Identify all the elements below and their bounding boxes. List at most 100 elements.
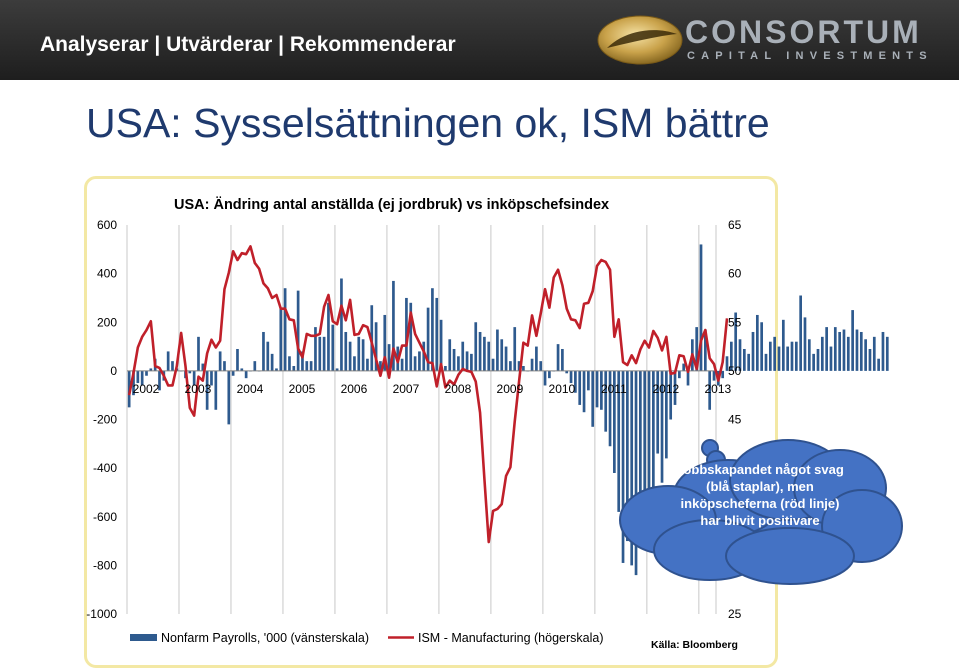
payroll-bar	[171, 361, 174, 371]
payroll-bar	[132, 370, 135, 396]
x-tick-2013: 2013	[704, 382, 731, 396]
payroll-bar	[543, 370, 547, 386]
left-tick: -1000	[86, 607, 117, 621]
payroll-bar	[760, 322, 764, 371]
header-tagline: Analyserar | Utvärderar | Rekommenderar	[40, 33, 456, 56]
payroll-bar	[218, 351, 222, 371]
payroll-bar	[353, 356, 356, 371]
payroll-bar	[422, 341, 426, 371]
payroll-bar	[214, 370, 218, 410]
payroll-bar	[318, 336, 322, 371]
callout-line-4: har blivit positivare	[700, 513, 820, 528]
logo-subline: CAPITAL INVESTMENTS	[687, 50, 933, 62]
payroll-bars	[127, 244, 889, 576]
payroll-bar	[630, 370, 634, 566]
payroll-bar	[725, 356, 729, 371]
payroll-bar	[392, 280, 395, 371]
payroll-bar	[652, 370, 655, 491]
chart-title: USA: Ändring antal anställda (ej jordbru…	[174, 196, 609, 213]
payroll-bar	[794, 341, 798, 371]
payroll-bar	[205, 370, 209, 410]
x-tick-2011: 2011	[601, 382, 627, 396]
payroll-bar	[773, 336, 776, 371]
payroll-bar	[240, 368, 244, 371]
payroll-bar	[855, 329, 859, 371]
slide-title: USA: Sysselsättningen ok, ISM bättre	[86, 100, 770, 146]
payroll-bar	[457, 356, 460, 371]
payroll-bar	[431, 288, 434, 371]
payroll-bar	[383, 314, 387, 371]
payroll-bar	[509, 361, 512, 371]
payroll-bar	[483, 336, 486, 371]
payroll-bar	[426, 307, 430, 371]
payroll-bar	[223, 361, 226, 371]
payroll-bar	[660, 370, 664, 483]
payroll-bar	[729, 341, 733, 371]
x-tick-2002: 2002	[133, 382, 160, 396]
logo-wordmark: CONSORTUM	[685, 14, 922, 50]
payroll-bar	[292, 366, 296, 371]
header-bar: Analyserar | Utvärderar | Rekommenderar …	[0, 0, 959, 80]
payroll-bar	[301, 351, 304, 371]
x-tick-labels: 2002 2003 2004 2005 2006 2007 2008 2009 2010 2011…	[133, 382, 732, 396]
callout-cloud-icon	[619, 439, 903, 585]
payroll-bar	[768, 341, 772, 371]
payroll-bar	[764, 353, 768, 371]
payroll-bar	[270, 353, 274, 371]
payroll-bar	[513, 327, 517, 371]
payroll-bar	[695, 327, 699, 371]
x-tick-2008: 2008	[445, 382, 472, 396]
payroll-bar	[643, 370, 647, 505]
payroll-bar	[708, 370, 712, 410]
payroll-bar	[634, 370, 638, 576]
x-tick-2006: 2006	[341, 382, 368, 396]
payroll-bar	[578, 370, 582, 405]
chart-source: Källa: Bloomberg	[651, 639, 738, 651]
payroll-bar	[335, 368, 339, 371]
payroll-bar	[478, 331, 482, 371]
payroll-bar	[781, 319, 785, 371]
left-tick: 600	[97, 218, 117, 232]
payroll-bar	[357, 336, 361, 371]
payroll-bar	[448, 339, 452, 371]
right-tick: 45	[728, 413, 742, 427]
payroll-bar	[868, 348, 872, 371]
payroll-bar	[140, 370, 144, 386]
x-tick-2004: 2004	[237, 382, 264, 396]
payroll-bar	[656, 370, 660, 454]
payroll-bar	[600, 370, 603, 410]
payroll-bar	[374, 322, 378, 371]
callout-line-2: (blå staplar), men	[706, 479, 814, 494]
legend-swatch-payrolls	[130, 634, 157, 641]
payroll-bar	[877, 358, 880, 371]
payroll-bar	[591, 370, 595, 427]
payroll-bar	[340, 278, 343, 371]
right-tick: 55	[728, 315, 742, 329]
payroll-bar	[535, 346, 538, 371]
payroll-bar	[158, 370, 161, 391]
x-tick-2009: 2009	[497, 382, 524, 396]
payroll-bar	[470, 353, 473, 371]
payroll-bar	[244, 370, 248, 379]
payroll-bar	[613, 370, 616, 473]
payroll-bar	[807, 339, 811, 371]
payroll-bar	[288, 356, 291, 371]
left-tick: -400	[93, 461, 117, 475]
payroll-bar	[686, 370, 690, 386]
payroll-bar	[678, 370, 681, 379]
payroll-bar	[851, 310, 854, 371]
payroll-bar	[149, 368, 153, 371]
payroll-bar	[231, 370, 235, 376]
payroll-bar	[738, 339, 742, 371]
payroll-bar	[262, 331, 265, 371]
payroll-bar	[322, 336, 326, 371]
callout-cloud-shape	[619, 439, 903, 585]
payroll-bar	[439, 319, 443, 371]
payroll-bar	[626, 370, 629, 542]
left-tick: 400	[97, 267, 117, 281]
payroll-bar	[409, 302, 413, 371]
payroll-bar	[452, 348, 456, 371]
payroll-bar	[361, 339, 365, 371]
payroll-bar	[885, 336, 889, 371]
